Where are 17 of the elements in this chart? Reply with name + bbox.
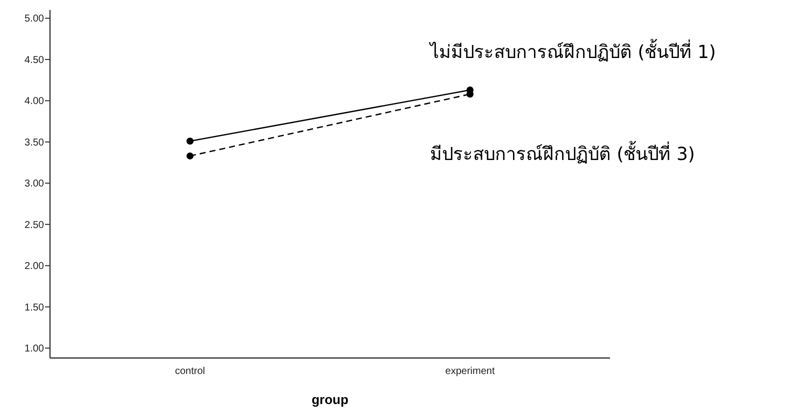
y-tick-label: 2.50	[24, 220, 44, 231]
y-tick-label: 4.50	[24, 54, 44, 66]
x-axis-title: group	[312, 392, 348, 407]
y-tick-label: 1.00	[24, 344, 44, 355]
point	[186, 152, 194, 160]
y-tick-label: 3.00	[24, 178, 44, 190]
y-tick-label: 1.50	[24, 302, 44, 314]
y-tick-label: 3.50	[24, 137, 44, 148]
text: มีประสบการณ์ฝึกปฏิบัติ (ชั้นปีที่ 3)	[430, 141, 695, 166]
series-label: ไม่มีประสบการณ์ฝึกปฏิบัติ (ชั้นปีที่ 1)	[428, 38, 716, 63]
x-tick-label: experiment	[445, 366, 495, 377]
point	[466, 90, 474, 98]
point	[186, 138, 194, 145]
y-tick-label: 4.00	[24, 96, 44, 108]
y-tick-label: 5.00	[24, 14, 44, 25]
x-tick-label: control	[174, 366, 206, 377]
y-tick-label: 2.00	[24, 261, 44, 272]
